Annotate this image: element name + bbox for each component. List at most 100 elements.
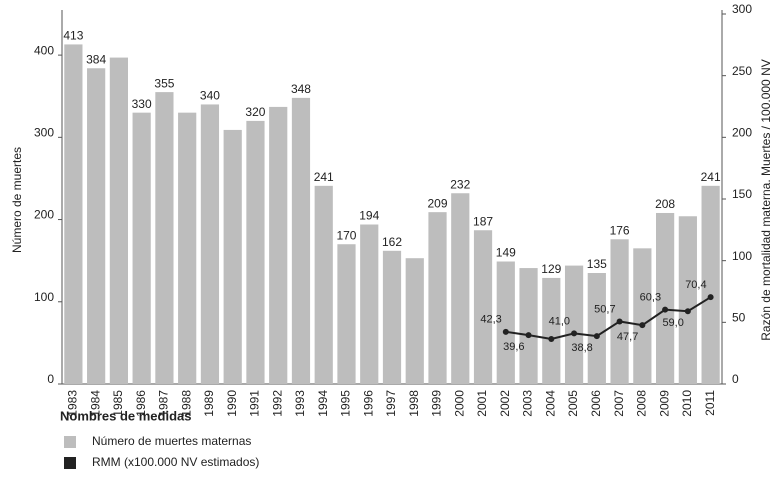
legend-label: Número de muertes maternas [92,434,251,448]
bar [314,185,333,384]
x-tick-label: 2010 [680,390,694,417]
x-tick-label: 2008 [635,390,649,417]
x-tick-label: 1999 [430,390,444,417]
bar-value-label: 330 [132,97,152,111]
x-tick-label: 2005 [566,390,580,417]
y2-tick-label: 150 [732,187,752,201]
x-tick-label: 2004 [543,390,557,417]
bar [155,92,174,384]
x-tick-label: 1995 [339,390,353,417]
y-tick-label: 200 [34,208,54,222]
y2-tick-label: 0 [732,372,739,386]
bar [564,265,584,384]
bar [451,193,470,384]
bar [405,258,424,384]
x-tick-label: 1984 [88,390,102,417]
y-tick-label: 0 [47,372,54,386]
bar [337,244,356,384]
line-value-label: 47,7 [617,331,638,343]
x-tick-label: 2011 [703,390,717,416]
bar [291,97,311,384]
x-tick-label: 2003 [521,390,535,417]
bar [109,57,128,384]
line-value-label: 50,7 [594,303,615,315]
x-tick-label: 1996 [361,390,375,417]
x-tick-label: 1997 [384,390,398,417]
legend-swatch [64,436,76,448]
x-tick-label: 1991 [248,390,262,417]
line-point [684,308,691,315]
line-point [525,332,532,339]
bar-value-label: 348 [291,82,311,96]
line [505,296,712,341]
x-tick-label: 2007 [612,390,626,417]
legend-label: RMM (x100.000 NV estimados) [92,455,259,469]
bar-value-label: 232 [450,177,470,191]
bar-value-label: 320 [245,105,265,119]
bar-value-label: 129 [541,262,561,276]
line-value-label: 60,3 [640,292,661,304]
bar [633,248,652,384]
line-value-label: 70,4 [685,279,706,291]
x-tick-label: 2000 [452,390,466,417]
bar-value-label: 170 [336,228,356,242]
bar-value-label: 241 [701,170,721,184]
bar [132,112,151,385]
y2-tick-label: 100 [732,249,752,263]
line-point [502,328,509,335]
bar-value-label: 355 [154,76,174,90]
bar [223,129,242,384]
x-tick-label: 2001 [475,390,489,417]
x-tick-label: 1989 [202,390,216,417]
line-point [593,333,600,340]
bar [542,277,561,384]
x-tick-label: 1988 [179,390,193,417]
bar [656,212,675,384]
bar-value-label: 194 [359,209,379,223]
bar [64,44,83,385]
line-point [707,294,714,301]
bar [87,68,106,385]
bar [610,239,629,384]
x-tick-label: 1983 [66,390,80,417]
bar [178,112,197,385]
line-point [616,318,623,325]
x-tick-label: 1994 [316,390,330,417]
x-tick-label: 2006 [589,390,603,417]
bar-value-label: 241 [314,170,334,184]
bar-value-label: 176 [610,223,630,237]
bar [678,216,697,384]
line-point [639,322,646,329]
y-tick-label: 100 [34,290,54,304]
bar [701,185,720,384]
line-value-label: 42,3 [480,314,501,326]
y2-tick-label: 300 [732,2,752,16]
bar-value-label: 208 [655,197,675,211]
y2-tick-label: 250 [732,64,752,78]
y2-tick-label: 200 [732,126,752,140]
x-tick-label: 1987 [157,390,171,417]
legend-title: Nombres de medidas [60,408,192,423]
bar [360,224,379,384]
bar-value-label: 384 [86,52,106,66]
legend-swatch [64,457,76,469]
x-tick-label: 1985 [111,390,125,417]
bar-value-label: 340 [200,89,220,103]
line-value-label: 59,0 [662,317,683,329]
line-point [548,335,555,342]
bar [246,120,265,384]
line-value-label: 38,8 [571,342,592,354]
bar [496,261,515,384]
bar [269,106,288,385]
y-tick-label: 400 [34,43,54,57]
x-tick-label: 1990 [225,390,239,417]
bar-value-label: 187 [473,214,493,228]
bar-value-label: 149 [496,246,516,260]
x-tick-label: 2002 [498,390,512,417]
y-axis-title: Número de muertes [10,147,24,253]
line-point [662,306,669,313]
line-value-label: 39,6 [503,341,524,353]
x-tick-label: 1986 [134,390,148,417]
bar [200,104,220,384]
